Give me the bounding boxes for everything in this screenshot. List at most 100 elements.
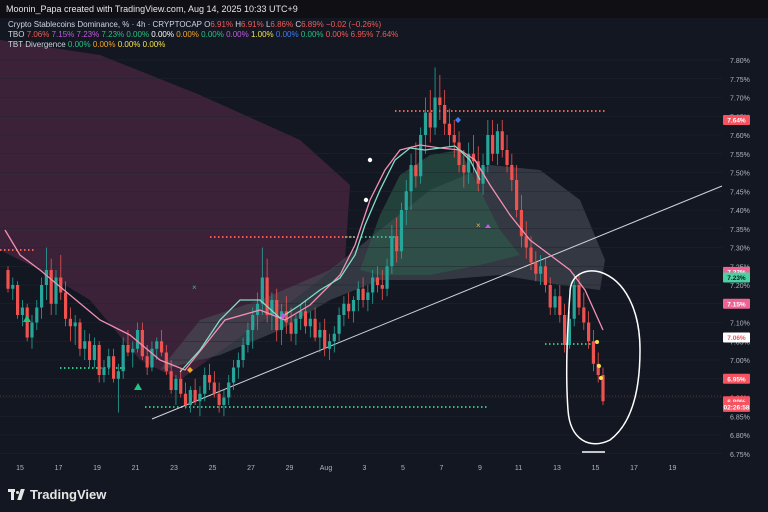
candle-body [260,277,264,304]
candle-body [251,315,255,330]
candle-body [399,210,404,252]
candle-body [116,371,120,379]
price-tick-label: 7.50% [730,171,750,178]
candle-body [78,322,82,349]
tbt-indicator-name: TBT Divergence [8,40,66,49]
candle-body [44,270,48,285]
candle-body [193,390,197,402]
candle-body [159,341,164,353]
candle-body [414,165,418,177]
price-tick-label: 7.45% [730,189,750,196]
candle-body [371,277,375,293]
candle-body [534,262,538,274]
price-tick-label: 7.75% [730,77,750,84]
candle-body [419,135,423,177]
time-tick-label: 23 [170,465,178,472]
candle-body [131,348,135,353]
time-tick-label: 25 [209,465,217,472]
candle-body [92,345,96,360]
candle-body [68,318,72,327]
price-tick-label: 7.80% [730,58,750,65]
tbo-indicator-name: TBO [8,30,25,39]
candle-body [6,270,10,289]
price-tag-label: 7.06% [727,335,746,342]
footer-bar [0,480,768,512]
tbo-fast-line-pink [4,144,604,371]
candle-body [15,285,20,315]
price-tags: 7.64%7.23%7.23%7.15%7.06%6.95%6.89%02:26… [723,115,750,412]
symbol-row: Crypto Stablecoins Dominance, % · 4h · C… [8,20,382,29]
candle-body [351,300,356,312]
candle-body [519,210,524,237]
candle-body [395,236,399,252]
time-tick-label: 17 [630,465,638,472]
candles [6,67,605,417]
candle-body [409,165,413,192]
candle-body [212,382,216,394]
price-tick-label: 7.55% [730,152,750,159]
candle-body [11,285,15,289]
sell-triangle-marker [485,224,491,228]
candle-body [20,307,24,315]
price-tag-label: 7.64% [727,118,746,125]
candle-body [150,348,154,368]
candle-body [404,191,408,210]
candle-body [323,330,327,349]
tbo-row: TBO 7.06% 7.15% 7.23% 7.23% 0.00% 0.00% … [8,30,399,39]
candle-body [361,288,365,300]
price-tick-label: 6.85% [730,414,750,421]
time-scale[interactable] [0,458,722,480]
price-tag-label: 6.95% [727,376,746,383]
candle-body [529,247,533,263]
candle-body [596,363,600,375]
price-tag [723,332,750,343]
time-tick-label: 9 [478,465,482,472]
price-tick-label: 7.05% [730,339,750,346]
candle-body [327,341,332,349]
candle-body [188,390,192,405]
candle-body [577,285,581,308]
price-tag-label: 7.23% [727,275,746,282]
candle-body [102,367,106,375]
candle-body [231,367,236,383]
yellow-dot-marker [599,376,603,380]
candle-body [380,285,384,289]
candle-body [486,135,490,165]
diamond-marker [455,117,461,123]
candle-body [222,397,226,405]
candle-body [198,393,202,402]
candle-body [111,356,116,379]
candle-body [563,315,567,345]
time-tick-label: Aug [320,465,333,472]
price-tick-label: 7.30% [730,246,750,253]
yellow-dot-marker [597,364,601,368]
candle-body [179,378,183,394]
candle-body [241,345,245,360]
candle-body [452,135,456,143]
time-tick-label: 15 [16,465,24,472]
candle-body [548,285,552,308]
time-tick-label: 13 [553,465,561,472]
hand-drawn-circle-annotation [565,270,641,453]
candle-body [342,303,346,315]
tbt-divergence-row: TBT Divergence 0.00% 0.00% 0.00% 0.00% [8,40,166,49]
time-tick-label: 21 [132,465,140,472]
candle-body [443,105,447,124]
candle-body [375,277,380,285]
candle-body [25,307,29,338]
candle-body [495,131,500,154]
candle-body [500,131,504,150]
candlestick-chart[interactable]: 7.80%7.75%7.70%7.65%7.60%7.55%7.50%7.45%… [0,0,768,480]
candle-body [59,277,63,293]
price-tick-label: 7.10% [730,321,750,328]
tbo-fast-line-teal [179,145,481,373]
time-tick-label: 19 [93,465,101,472]
candle-body [140,330,144,357]
candle-body [313,318,317,338]
candle-body [207,375,212,383]
tradingview-logo[interactable]: TradingView [8,487,106,502]
high-value: 6.91% [241,20,264,29]
candle-body [385,266,389,289]
price-gridlines [0,59,722,454]
candle-body [491,135,495,154]
